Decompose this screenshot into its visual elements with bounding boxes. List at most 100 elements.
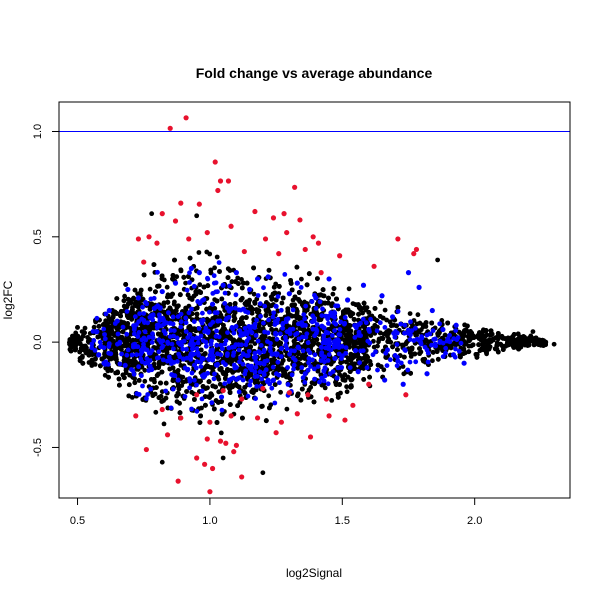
data-point xyxy=(89,363,95,368)
data-point xyxy=(233,279,238,285)
data-point xyxy=(232,310,238,315)
data-point xyxy=(259,365,265,371)
data-point xyxy=(187,295,193,301)
data-point xyxy=(439,345,445,350)
data-point xyxy=(159,369,165,375)
data-point xyxy=(479,346,485,352)
data-point xyxy=(269,327,274,332)
data-point xyxy=(184,389,190,394)
data-point xyxy=(147,286,153,292)
data-point xyxy=(435,356,441,362)
data-point xyxy=(322,385,328,391)
data-point xyxy=(117,382,122,388)
data-point xyxy=(115,370,120,376)
data-point xyxy=(372,323,378,328)
data-point xyxy=(130,307,135,313)
data-point xyxy=(213,398,219,403)
data-point xyxy=(140,296,146,302)
data-point xyxy=(122,293,127,299)
data-point xyxy=(461,346,467,352)
data-point xyxy=(529,336,535,342)
data-point xyxy=(302,299,307,305)
data-point xyxy=(229,279,235,285)
data-point xyxy=(311,399,317,405)
data-point xyxy=(112,345,118,351)
data-point xyxy=(214,298,220,304)
chart-title: Fold change vs average abundance xyxy=(196,65,433,81)
data-point xyxy=(75,325,80,330)
data-point xyxy=(470,342,476,348)
data-point xyxy=(366,310,372,315)
data-point xyxy=(172,299,177,305)
data-point xyxy=(462,322,468,328)
data-point xyxy=(239,277,244,282)
data-point xyxy=(294,264,300,270)
data-point xyxy=(329,398,335,403)
data-point xyxy=(114,311,120,316)
data-point xyxy=(189,326,195,332)
data-point xyxy=(150,393,156,398)
data-point xyxy=(275,363,281,369)
data-point xyxy=(298,397,304,403)
data-point xyxy=(312,381,318,387)
data-point xyxy=(272,382,278,387)
data-point xyxy=(448,345,454,351)
data-point xyxy=(375,362,381,368)
data-point xyxy=(214,420,220,425)
data-point xyxy=(488,328,494,334)
data-point xyxy=(126,336,132,341)
data-point xyxy=(239,285,245,291)
data-point xyxy=(382,307,388,313)
data-point xyxy=(227,302,233,307)
data-point xyxy=(137,290,143,296)
data-point xyxy=(214,254,220,260)
data-point xyxy=(102,350,108,356)
data-point xyxy=(219,296,225,302)
data-point xyxy=(153,409,159,415)
data-point xyxy=(105,329,111,335)
data-point xyxy=(385,339,391,344)
data-point xyxy=(159,276,165,282)
data-point xyxy=(430,349,436,355)
data-point xyxy=(82,325,88,331)
data-point xyxy=(280,373,286,378)
data-point xyxy=(204,249,210,255)
data-point xyxy=(114,296,120,301)
data-point xyxy=(197,282,203,288)
data-point xyxy=(360,310,365,316)
data-point xyxy=(130,296,136,302)
data-point xyxy=(401,354,407,360)
data-point xyxy=(335,394,341,400)
data-point xyxy=(376,336,382,342)
data-point xyxy=(371,344,377,350)
data-point xyxy=(380,315,386,321)
data-point xyxy=(348,351,354,357)
data-point xyxy=(205,364,211,369)
data-point xyxy=(264,308,269,314)
data-point xyxy=(196,250,202,255)
data-point xyxy=(218,430,224,436)
data-point xyxy=(237,320,242,325)
data-point xyxy=(466,343,472,349)
data-point xyxy=(483,328,489,333)
data-point xyxy=(110,315,116,320)
data-point xyxy=(73,346,79,352)
data-point xyxy=(235,403,241,409)
data-point xyxy=(342,372,348,378)
data-point xyxy=(198,290,204,295)
data-point xyxy=(156,395,162,400)
data-point xyxy=(217,381,223,387)
data-point xyxy=(456,329,462,335)
data-point xyxy=(243,302,249,308)
data-point xyxy=(212,323,218,329)
data-point xyxy=(465,329,471,335)
data-point xyxy=(342,337,347,343)
data-point xyxy=(142,367,148,373)
data-point xyxy=(151,361,157,367)
data-point xyxy=(299,386,305,392)
data-point xyxy=(141,272,147,278)
data-point xyxy=(225,275,231,280)
data-point xyxy=(225,367,230,372)
data-point xyxy=(429,320,435,326)
data-point xyxy=(355,302,361,307)
